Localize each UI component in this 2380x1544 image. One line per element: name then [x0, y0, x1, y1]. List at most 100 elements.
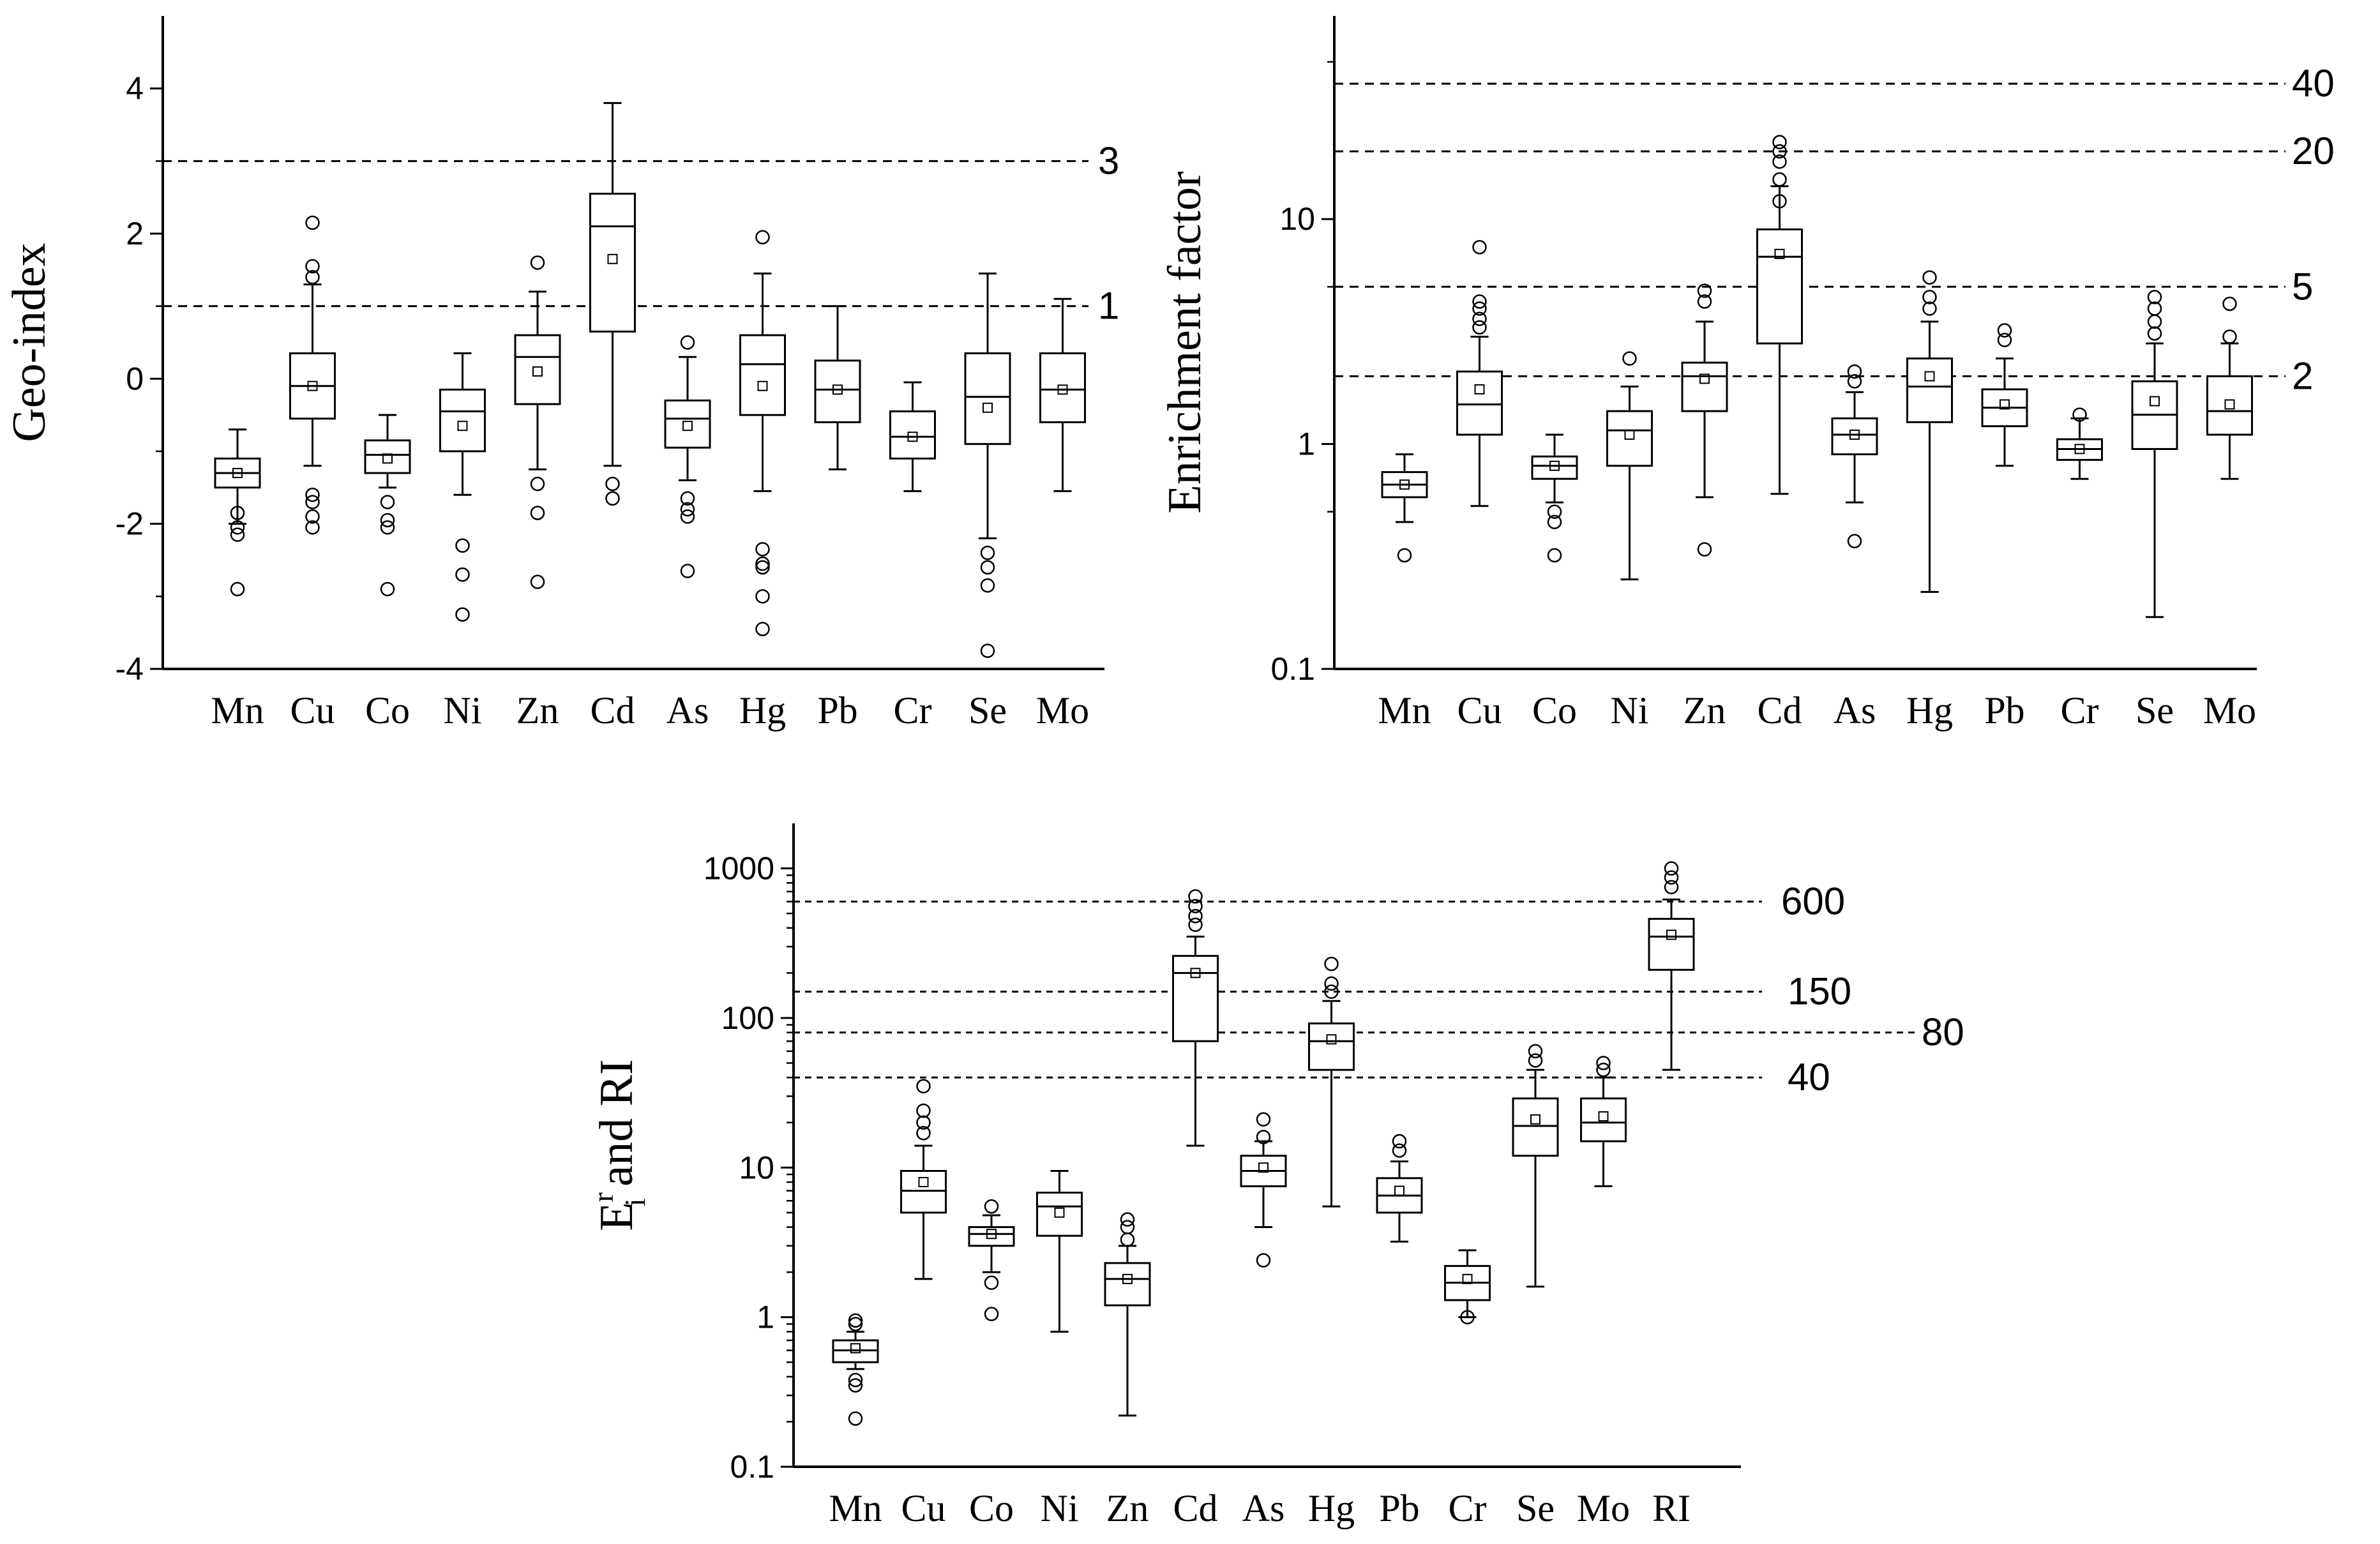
box-se — [964, 273, 1011, 658]
outlier-point — [755, 230, 770, 244]
mean-marker — [1258, 1162, 1269, 1173]
x-category-label: Ni — [1041, 1487, 1079, 1529]
box-cr — [2056, 407, 2103, 480]
box-iqr — [1648, 918, 1695, 971]
y-tick-label: 2 — [126, 216, 144, 251]
x-category-label: Se — [968, 689, 1007, 731]
outlier-point — [1664, 880, 1679, 895]
outlier-point — [2147, 290, 2162, 304]
box-zn — [1104, 1212, 1151, 1417]
outlier-point — [1922, 290, 1937, 304]
x-category-label: Cd — [590, 689, 635, 731]
outlier-point — [1697, 283, 1712, 298]
mean-marker — [2150, 396, 2160, 407]
y-tick-label: 1000 — [704, 851, 774, 887]
mean-marker — [1394, 1185, 1405, 1196]
mean-marker — [1122, 1273, 1133, 1284]
box-mn — [832, 1313, 879, 1426]
y-tick-label: -4 — [116, 651, 144, 687]
box-mn — [214, 428, 261, 597]
outlier-point — [1472, 320, 1487, 335]
box-cr — [1444, 1249, 1491, 1324]
box-co — [1531, 433, 1578, 563]
outlier-point — [1664, 870, 1679, 885]
box-iqr — [1531, 455, 1578, 480]
outlier-point — [755, 560, 770, 575]
reference-line-label: 20 — [2292, 130, 2335, 172]
outlier-point — [305, 259, 320, 274]
x-category-label: Cd — [1173, 1487, 1217, 1529]
mean-marker — [1624, 430, 1635, 440]
outlier-point — [530, 506, 545, 520]
outlier-point — [980, 643, 995, 658]
box-as — [664, 335, 711, 578]
outlier-point — [1120, 1212, 1135, 1227]
outlier-point — [1997, 323, 2012, 338]
reference-line-label: 5 — [2292, 265, 2313, 308]
y-axis-title-main: E — [591, 1202, 643, 1231]
outlier-point — [916, 1126, 931, 1141]
x-category-label: Pb — [1984, 689, 2024, 731]
outlier-point — [305, 269, 320, 285]
chart-eri: 1000 100 10 1 0.1 Eri and RI 600 150 80 40 Mn Cu Co N… — [587, 823, 1964, 1529]
outlier-point — [980, 560, 995, 575]
outlier-point — [380, 513, 395, 528]
y-tick-label: 0 — [126, 361, 144, 396]
x-category-label: Hg — [1308, 1487, 1355, 1529]
y-tick-label: 10 — [1279, 201, 1315, 237]
box-zn — [514, 255, 561, 589]
outlier-point — [916, 1079, 931, 1094]
x-category-label: Hg — [739, 689, 786, 731]
mean-marker — [1774, 248, 1785, 259]
outlier-point — [530, 476, 545, 491]
outlier-point — [1397, 548, 1412, 563]
x-category-label: Mo — [1577, 1487, 1630, 1529]
mean-marker — [1190, 968, 1201, 978]
outlier-point — [984, 1275, 999, 1290]
box-hg — [1906, 270, 1953, 593]
outlier-point — [2072, 407, 2087, 422]
y-tick-label: 1 — [757, 1300, 774, 1335]
box-hg — [739, 230, 786, 636]
box-pb — [814, 305, 861, 470]
mean-marker — [986, 1229, 997, 1240]
outlier-point — [305, 495, 320, 509]
box-iqr — [1308, 1022, 1355, 1071]
outlier-point — [755, 556, 770, 571]
x-category-label: Zn — [516, 689, 559, 731]
x-category-label: RI — [1652, 1487, 1691, 1529]
outlier-point — [1596, 1056, 1611, 1070]
chart-geo: 4 2 0 -2 -4 Geo-index 3 1 Mn Cu Co Ni Zn Cd As Hg Pb Cr Se… — [3, 16, 1119, 731]
outlier-point — [380, 520, 395, 535]
outlier-point — [455, 607, 470, 622]
outlier-point — [984, 1199, 999, 1214]
mean-marker — [1399, 479, 1410, 490]
mean-marker — [1054, 1207, 1065, 1218]
box-iqr — [589, 192, 636, 333]
outlier-point — [755, 542, 770, 557]
mean-marker — [2224, 399, 2235, 410]
mean-marker — [918, 1176, 929, 1187]
box-cu — [900, 1079, 947, 1280]
outlier-point — [1772, 172, 1787, 187]
outlier-point — [1528, 1053, 1543, 1068]
box-as — [1240, 1112, 1287, 1268]
outlier-point — [1472, 311, 1487, 326]
mean-marker — [382, 453, 393, 464]
box-pb — [1376, 1134, 1423, 1243]
box-co — [968, 1199, 1015, 1321]
outlier-point — [1997, 333, 2012, 347]
outlier-point — [1528, 1044, 1543, 1059]
x-category-label: Cu — [290, 689, 335, 731]
outlier-point — [848, 1411, 863, 1426]
box-cu — [289, 215, 336, 535]
outlier-point — [1547, 504, 1562, 519]
outlier-point — [1847, 364, 1862, 379]
box-iqr — [1906, 357, 1953, 423]
mean-marker — [1530, 1114, 1540, 1125]
mean-marker — [457, 421, 468, 431]
outlier-point — [1256, 1253, 1271, 1268]
x-category-label: Cu — [1457, 689, 1502, 731]
outlier-point — [605, 476, 620, 491]
